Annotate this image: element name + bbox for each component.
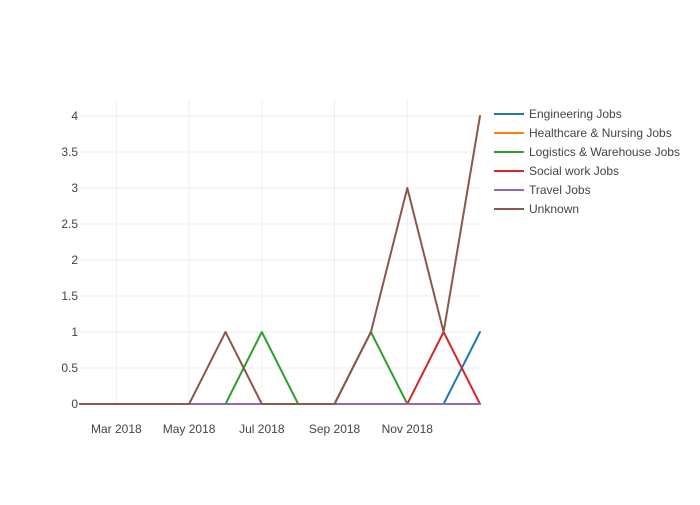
y-tick-label: 3.5 [61, 145, 78, 159]
grid-layer [80, 100, 480, 404]
x-tick-label: Mar 2018 [91, 422, 142, 436]
y-tick-label: 3 [71, 181, 78, 195]
x-tick-label: Sep 2018 [309, 422, 361, 436]
legend-label: Healthcare & Nursing Jobs [529, 126, 672, 140]
y-tick-label: 4 [71, 109, 78, 123]
legend-item[interactable]: Unknown [494, 202, 579, 216]
legend-item[interactable]: Social work Jobs [494, 164, 619, 178]
axis-layer: Mar 2018 May 2018 Jul 2018 Sep 2018 Nov 2018… [61, 109, 433, 436]
legend-label: Unknown [529, 202, 579, 216]
legend-label: Logistics & Warehouse Jobs [529, 145, 680, 159]
legend-item[interactable]: Healthcare & Nursing Jobs [494, 126, 672, 140]
legend-label: Social work Jobs [529, 164, 619, 178]
y-tick-label: 1.5 [61, 289, 78, 303]
legend-item[interactable]: Logistics & Warehouse Jobs [494, 145, 680, 159]
y-tick-label: 2 [71, 253, 78, 267]
series-line-5 [79, 115, 481, 405]
y-tick-label: 0 [71, 397, 78, 411]
legend-label: Engineering Jobs [529, 107, 622, 121]
y-tick-label: 2.5 [61, 217, 78, 231]
y-tick-label: 1 [71, 325, 78, 339]
legend-item[interactable]: Engineering Jobs [494, 107, 622, 121]
x-tick-label: Nov 2018 [382, 422, 434, 436]
x-tick-label: May 2018 [163, 422, 216, 436]
legend-label: Travel Jobs [529, 183, 591, 197]
series-layer [79, 115, 481, 405]
legend[interactable]: Engineering Jobs Healthcare & Nursing Job… [494, 107, 680, 216]
x-tick-label: Jul 2018 [239, 422, 285, 436]
legend-item[interactable]: Travel Jobs [494, 183, 591, 197]
y-tick-label: 0.5 [61, 361, 78, 375]
